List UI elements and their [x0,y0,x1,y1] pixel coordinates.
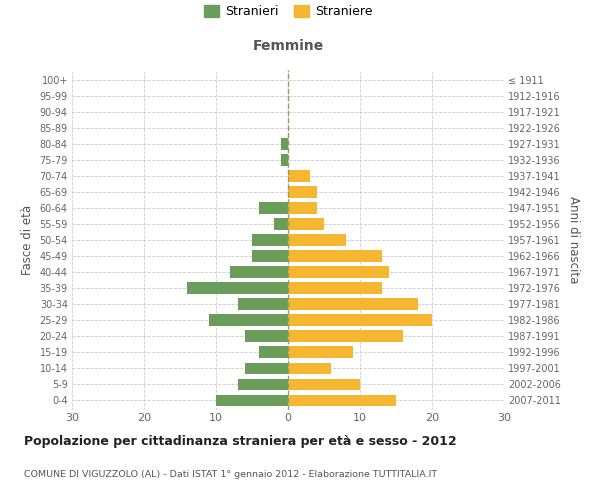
Bar [245,362,288,374]
Bar [288,170,310,181]
Bar [288,234,346,246]
Bar [288,314,432,326]
Bar [281,154,288,166]
Text: Femmine: Femmine [253,39,323,53]
Bar [288,218,324,230]
Bar [288,378,360,390]
Bar [259,202,288,213]
Legend: Stranieri, Straniere: Stranieri, Straniere [200,2,376,22]
Bar [288,298,418,310]
Bar [288,186,317,198]
Bar [245,330,288,342]
Bar [230,266,288,278]
Bar [288,266,389,278]
Y-axis label: Anni di nascita: Anni di nascita [568,196,580,284]
Bar [288,394,396,406]
Bar [288,282,382,294]
Bar [252,250,288,262]
Bar [209,314,288,326]
Bar [288,362,331,374]
Bar [259,346,288,358]
Bar [288,250,382,262]
Bar [288,346,353,358]
Bar [238,378,288,390]
Bar [238,298,288,310]
Y-axis label: Fasce di età: Fasce di età [21,205,34,275]
Text: COMUNE DI VIGUZZOLO (AL) - Dati ISTAT 1° gennaio 2012 - Elaborazione TUTTITALIA.: COMUNE DI VIGUZZOLO (AL) - Dati ISTAT 1°… [24,470,437,479]
Text: Popolazione per cittadinanza straniera per età e sesso - 2012: Popolazione per cittadinanza straniera p… [24,435,457,448]
Bar [252,234,288,246]
Bar [281,138,288,149]
Bar [288,202,317,213]
Bar [187,282,288,294]
Bar [274,218,288,230]
Bar [288,330,403,342]
Bar [216,394,288,406]
